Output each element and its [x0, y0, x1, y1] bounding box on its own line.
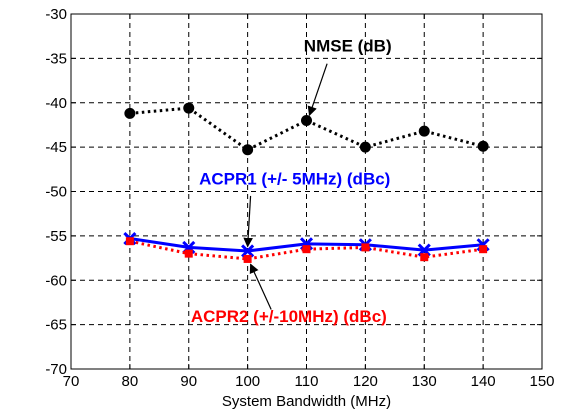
data-point-acpr2	[361, 243, 370, 252]
data-point-nmse	[418, 125, 430, 137]
x-tick-label: 130	[412, 373, 437, 390]
x-tick-label: 140	[471, 373, 496, 390]
data-point-acpr2	[125, 237, 134, 246]
y-tick-label: -70	[45, 361, 67, 378]
y-tick-label: -50	[45, 184, 67, 201]
x-tick-label: 120	[353, 373, 378, 390]
data-point-nmse	[124, 107, 136, 119]
annotation-arrow-acpr2	[249, 263, 272, 310]
data-point-acpr2	[302, 245, 311, 254]
y-tick-label: -40	[45, 95, 67, 112]
data-point-nmse	[359, 141, 371, 153]
data-point-nmse	[183, 102, 195, 114]
y-tick-label: -45	[45, 139, 67, 156]
annotation-label-nmse: NMSE (dB)	[304, 36, 392, 55]
annotation-label-acpr1: ACPR1 (+/- 5MHz) (dBc)	[199, 169, 390, 188]
annotation-label-acpr2: ACPR2 (+/-10MHz) (dBc)	[191, 307, 387, 326]
data-point-nmse	[477, 140, 489, 152]
x-tick-label: 80	[122, 373, 139, 390]
annotation-arrow-nmse	[307, 63, 328, 117]
series-layer	[123, 102, 490, 263]
data-point-acpr2	[243, 254, 252, 263]
y-tick-label: -65	[45, 317, 67, 334]
x-tick-label: 100	[235, 373, 260, 390]
series-nmse	[124, 102, 489, 156]
data-point-acpr2	[479, 245, 488, 254]
x-axis-label: System Bandwidth (MHz)	[222, 393, 391, 410]
x-tick-label: 110	[295, 373, 319, 390]
axis-ticks: 70 80 90 100 110 120 130 140 150 -30 -35 -40 -45 -50 -…	[45, 6, 554, 390]
series-acpr2	[125, 237, 488, 263]
data-point-acpr2	[184, 249, 193, 258]
x-tick-label: 90	[180, 373, 197, 390]
y-tick-label: -55	[45, 228, 67, 245]
data-point-nmse	[301, 115, 312, 126]
y-tick-label: -30	[45, 6, 67, 23]
grid	[71, 14, 542, 369]
data-point-nmse	[242, 144, 254, 156]
data-point-acpr2	[420, 253, 429, 262]
annotation-arrow-acpr1	[243, 195, 253, 248]
x-tick-label: 150	[529, 373, 554, 390]
x-tick-label: 70	[63, 373, 80, 390]
y-tick-label: -35	[45, 50, 67, 67]
y-tick-label: -60	[45, 272, 67, 289]
annotations: NMSE (dB) ACPR1 (+/- 5MHz) (dBc) ACPR2 (+/…	[191, 36, 392, 326]
